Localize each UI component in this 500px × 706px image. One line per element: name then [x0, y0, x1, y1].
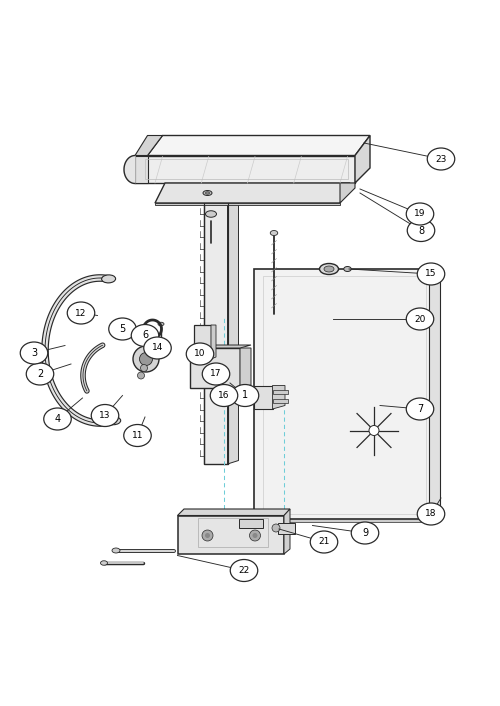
- Circle shape: [140, 352, 152, 366]
- Ellipse shape: [210, 385, 238, 407]
- Ellipse shape: [230, 559, 258, 582]
- Polygon shape: [272, 385, 285, 409]
- Circle shape: [205, 533, 210, 538]
- Text: 9: 9: [362, 528, 368, 538]
- Text: 19: 19: [414, 210, 426, 218]
- Ellipse shape: [320, 263, 338, 275]
- Text: 11: 11: [132, 431, 143, 440]
- Circle shape: [149, 328, 156, 335]
- Ellipse shape: [106, 417, 120, 425]
- Text: 5: 5: [120, 324, 126, 334]
- Text: 1: 1: [242, 390, 248, 400]
- Polygon shape: [190, 345, 251, 348]
- Ellipse shape: [202, 363, 230, 385]
- Polygon shape: [272, 399, 287, 403]
- Polygon shape: [135, 155, 147, 183]
- Polygon shape: [190, 348, 240, 388]
- Ellipse shape: [324, 266, 334, 272]
- Text: 16: 16: [218, 391, 230, 400]
- Polygon shape: [211, 325, 216, 359]
- Polygon shape: [429, 269, 440, 510]
- Circle shape: [148, 337, 154, 344]
- Ellipse shape: [102, 275, 116, 283]
- Text: 6: 6: [142, 330, 148, 340]
- Ellipse shape: [406, 203, 434, 225]
- Polygon shape: [228, 203, 238, 464]
- Ellipse shape: [406, 398, 434, 420]
- Circle shape: [202, 530, 213, 541]
- Polygon shape: [254, 519, 429, 522]
- Ellipse shape: [427, 148, 455, 170]
- Polygon shape: [278, 523, 295, 534]
- Ellipse shape: [186, 343, 214, 365]
- Text: 22: 22: [238, 566, 250, 575]
- Ellipse shape: [310, 531, 338, 553]
- Text: 3: 3: [31, 348, 37, 358]
- Polygon shape: [340, 183, 355, 203]
- Ellipse shape: [406, 308, 434, 330]
- Text: 20: 20: [414, 314, 426, 323]
- Ellipse shape: [344, 266, 351, 272]
- Circle shape: [138, 372, 144, 379]
- Circle shape: [272, 524, 280, 532]
- Polygon shape: [178, 509, 290, 515]
- Ellipse shape: [407, 220, 435, 241]
- Ellipse shape: [131, 325, 159, 347]
- Polygon shape: [135, 155, 355, 183]
- Text: 10: 10: [194, 349, 206, 359]
- Text: 14: 14: [152, 344, 163, 352]
- Ellipse shape: [231, 385, 259, 407]
- Circle shape: [369, 426, 379, 436]
- Ellipse shape: [124, 424, 151, 446]
- Text: 23: 23: [436, 155, 446, 164]
- Circle shape: [133, 346, 159, 372]
- Ellipse shape: [417, 263, 445, 285]
- Ellipse shape: [206, 211, 216, 217]
- Polygon shape: [355, 136, 370, 183]
- Ellipse shape: [26, 363, 54, 385]
- Polygon shape: [272, 390, 287, 394]
- Polygon shape: [148, 136, 370, 155]
- Polygon shape: [194, 325, 211, 359]
- Polygon shape: [178, 515, 284, 554]
- Polygon shape: [155, 203, 340, 205]
- Ellipse shape: [20, 342, 48, 364]
- Text: 18: 18: [425, 510, 437, 518]
- Circle shape: [140, 364, 147, 371]
- Text: 13: 13: [99, 411, 111, 420]
- Ellipse shape: [144, 337, 171, 359]
- Polygon shape: [284, 509, 290, 554]
- Ellipse shape: [270, 230, 278, 236]
- Polygon shape: [155, 183, 350, 203]
- Text: 12: 12: [76, 309, 86, 318]
- Ellipse shape: [109, 318, 136, 340]
- Polygon shape: [204, 203, 228, 464]
- Text: 15: 15: [425, 270, 437, 278]
- Ellipse shape: [67, 302, 95, 324]
- Circle shape: [252, 533, 258, 538]
- Ellipse shape: [158, 322, 164, 325]
- Ellipse shape: [417, 503, 445, 525]
- Circle shape: [250, 530, 260, 541]
- Ellipse shape: [112, 548, 120, 553]
- Ellipse shape: [206, 192, 210, 194]
- Text: 17: 17: [210, 369, 222, 378]
- Text: 8: 8: [418, 225, 424, 236]
- Polygon shape: [254, 269, 440, 522]
- Polygon shape: [239, 519, 262, 528]
- Ellipse shape: [100, 561, 107, 566]
- Ellipse shape: [203, 191, 212, 196]
- Polygon shape: [135, 136, 162, 155]
- Polygon shape: [124, 155, 135, 184]
- Ellipse shape: [91, 405, 119, 426]
- Text: 2: 2: [37, 369, 43, 379]
- Ellipse shape: [351, 522, 379, 544]
- Text: 21: 21: [318, 537, 330, 546]
- Ellipse shape: [44, 408, 72, 430]
- Text: 7: 7: [417, 404, 423, 414]
- Polygon shape: [254, 385, 272, 409]
- Polygon shape: [240, 348, 251, 388]
- Text: 4: 4: [54, 414, 60, 424]
